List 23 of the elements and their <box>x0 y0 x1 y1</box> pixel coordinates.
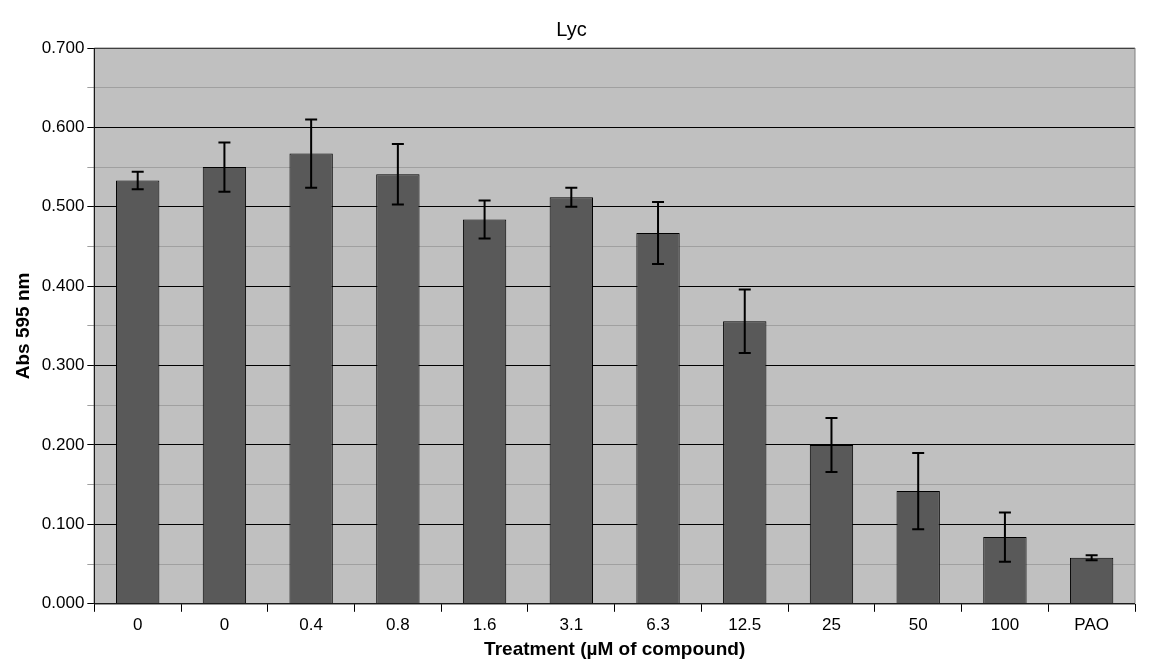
y-tick-label: 0.500 <box>41 196 85 216</box>
x-tick-label: 3.1 <box>559 614 584 634</box>
x-axis-title: Treatment (µM of compound) <box>484 637 746 659</box>
y-tick-label: 0.000 <box>41 593 85 613</box>
x-tick-label: 0 <box>132 614 143 634</box>
y-tick-label: 0.200 <box>41 434 85 454</box>
x-tick-label: 12.5 <box>728 614 762 634</box>
chart-title: Lyc <box>556 17 587 40</box>
y-tick-label: 0.300 <box>41 355 85 375</box>
y-tick-label: 0.100 <box>41 514 85 534</box>
y-tick-label: 0.400 <box>41 275 85 295</box>
y-tick-label: 0.700 <box>41 37 85 57</box>
x-tick-label: 1.6 <box>472 614 497 634</box>
x-tick-label: 0.4 <box>299 614 323 634</box>
x-tick-label: PAO <box>1074 614 1109 634</box>
y-axis-title: Abs 595 nm <box>11 272 33 380</box>
x-tick-label: 6.3 <box>646 614 670 634</box>
x-tick-label: 100 <box>990 614 1020 634</box>
x-tick-label: 25 <box>822 614 841 634</box>
x-tick-label: 0 <box>219 614 230 634</box>
y-tick-label: 0.600 <box>41 117 85 137</box>
x-tick-label: 0.8 <box>386 614 410 634</box>
x-tick-label: 50 <box>908 614 928 634</box>
